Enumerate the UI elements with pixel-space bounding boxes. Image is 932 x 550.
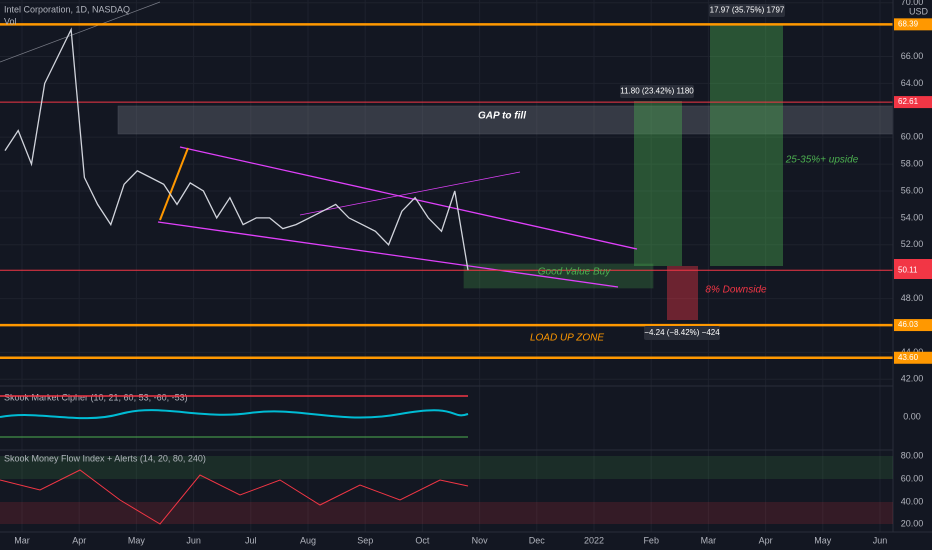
price-line-series [4, 27, 469, 271]
price-tag [894, 264, 932, 277]
price-tick-label: 54.00 [901, 212, 924, 222]
pos2-tag [709, 4, 785, 17]
time-tick-label: Aug [300, 535, 316, 545]
price-tick-label: 42.00 [901, 374, 924, 384]
time-tick-label: Jun [186, 535, 201, 545]
time-tick-label: Oct [415, 535, 430, 545]
price-tick-label: 66.00 [901, 51, 924, 61]
price-tag-label: 68.39 [898, 19, 919, 28]
time-tick-label: 2022 [584, 535, 604, 545]
gap-zone [117, 105, 894, 135]
neg-tag [644, 326, 720, 340]
neg-label: −4.24 (−8.42%) −424 [644, 328, 720, 337]
price-tag-label: 62.61 [898, 97, 919, 106]
price-tick-label: 60.00 [901, 132, 924, 142]
indicator-tick: 0.00 [903, 411, 921, 421]
pos1-label: 11.80 (23.42%) 1180 [620, 87, 694, 96]
time-tick-label: Mar [14, 535, 30, 545]
price-tag-label: 46.03 [898, 320, 919, 329]
long-position-2[interactable] [710, 24, 783, 266]
time-tick-label: Sep [357, 535, 373, 545]
time-tick-label: Jul [245, 535, 257, 545]
indicator-tick: 40.00 [901, 496, 924, 506]
value-buy-box[interactable] [463, 263, 654, 289]
upside-label: 25-35%+ upside [785, 155, 859, 166]
mfi-upper-band [0, 456, 893, 479]
indicator-title: Skook Market Cipher (10, 21, 60, 53, -60… [4, 392, 188, 402]
short-zone[interactable] [667, 266, 698, 320]
load-up-label: LOAD UP ZONE [530, 333, 604, 344]
symbol-title[interactable]: Intel Corporation, 1D, NASDAQ [4, 4, 130, 14]
trend-line-top[interactable] [0, 1, 161, 63]
indicator-tick: 60.00 [901, 473, 924, 483]
time-tick-label: May [128, 535, 146, 545]
price-tag [894, 351, 932, 364]
pos2-label: 17.97 (35.75%) 1797 [710, 6, 785, 15]
volume-title: Vol [4, 16, 17, 26]
price-tick-label: 56.00 [901, 185, 924, 195]
trend-line[interactable] [299, 171, 521, 216]
price-tag [894, 96, 932, 109]
pos1-tag [620, 85, 694, 98]
price-tick-label: 64.00 [901, 78, 924, 88]
time-tick-label: Dec [529, 535, 546, 545]
value-buy-label: Good Value Buy [538, 267, 611, 278]
time-tick-label: Nov [472, 535, 489, 545]
time-tick-label: Apr [759, 535, 773, 545]
indicator-tick: 20.00 [901, 518, 924, 528]
mfi-lower-band [0, 502, 893, 524]
long-position-1[interactable] [634, 101, 682, 266]
mfi-line [0, 469, 469, 525]
time-tick-label: Mar [701, 535, 717, 545]
price-tick-label: 52.00 [901, 239, 924, 249]
price-tick-label: 58.00 [901, 158, 924, 168]
downside-label: 8% Downside [705, 285, 767, 296]
indicator-title: Skook Money Flow Index + Alerts (14, 20,… [4, 453, 206, 463]
time-tick-label: May [814, 535, 832, 545]
price-tag-label: 43.60 [898, 353, 919, 362]
price-tag [894, 319, 932, 332]
channel-upper[interactable] [179, 146, 638, 250]
time-tick-label: Jun [873, 535, 888, 545]
indicator-tick: 80.00 [901, 450, 924, 460]
time-tick-label: Feb [643, 535, 659, 545]
cipher-wave [0, 409, 469, 420]
price-tick-label: 44.00 [901, 347, 924, 357]
time-tick-label: Apr [72, 535, 86, 545]
impulse-line[interactable] [159, 147, 189, 221]
price-tick-label: 48.00 [901, 293, 924, 303]
gap-label: GAP to fill [478, 111, 526, 122]
price-tag-label: 50.11 [898, 265, 918, 274]
price-tag [894, 18, 932, 31]
channel-lower[interactable] [157, 221, 619, 288]
currency: USD [909, 6, 929, 16]
price-tick-label: 70.00 [901, 0, 924, 7]
